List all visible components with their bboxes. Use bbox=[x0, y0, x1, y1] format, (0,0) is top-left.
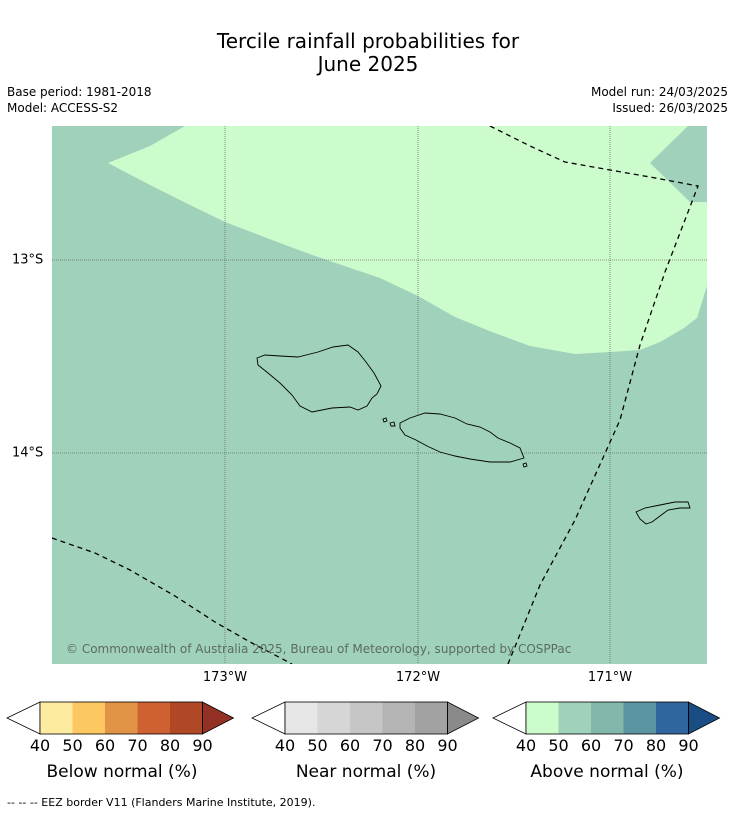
colorbar-below-tick-label: 90 bbox=[192, 736, 213, 755]
colorbar-below-extend-high bbox=[202, 701, 235, 735]
colorbar-near-segment bbox=[317, 702, 350, 734]
islet-3 bbox=[522, 462, 528, 468]
region-above-40-50 bbox=[108, 126, 707, 354]
colorbar-above-segment bbox=[591, 702, 624, 734]
colorbar-above-tick-label: 60 bbox=[580, 736, 602, 755]
colorbar-above-outline bbox=[525, 701, 689, 735]
coastlines bbox=[256, 344, 691, 525]
colorbar-above-tick-label: 70 bbox=[613, 736, 634, 755]
map-panel: © Commonwealth of Australia 2025, Bureau… bbox=[52, 126, 707, 664]
colorbar-near-tick-label: 90 bbox=[437, 736, 458, 755]
colorbar-below-outline bbox=[39, 701, 203, 735]
chart-title: Tercile rainfall probabilities for June … bbox=[0, 30, 736, 76]
upolu-island bbox=[399, 412, 525, 463]
colorbar-near bbox=[251, 701, 480, 735]
colorbar-above-segment bbox=[558, 702, 591, 734]
eez-border bbox=[52, 126, 699, 664]
colorbar-near-segment bbox=[415, 702, 448, 734]
colorbar-below bbox=[6, 701, 235, 735]
colorbar-near-extend-high bbox=[447, 701, 480, 735]
colorbar-above-extend-low bbox=[492, 701, 527, 735]
colorbar-above-segment bbox=[623, 702, 656, 734]
colorbar-below-segment bbox=[72, 702, 105, 734]
colorbar-above-segment bbox=[656, 702, 689, 734]
legend-title-below: Below normal (%) bbox=[46, 762, 198, 782]
islet-2 bbox=[389, 421, 396, 427]
metadata-right: Model run: 24/03/2025 Issued: 26/03/2025 bbox=[591, 84, 728, 116]
colorbar-near-tick-label: 40 bbox=[274, 736, 296, 755]
lon-label-173w: 173°W bbox=[202, 670, 248, 685]
colorbar-below-segment bbox=[40, 702, 73, 734]
tutuila-island bbox=[635, 501, 691, 525]
lat-label-13s: 13°S bbox=[12, 252, 44, 268]
islet-1 bbox=[382, 417, 388, 423]
colorbar-below-segment bbox=[170, 702, 203, 734]
eez-footnote: -- -- -- EEZ border V11 (Flanders Marine… bbox=[7, 796, 316, 809]
lon-label-172w: 172°W bbox=[395, 670, 441, 685]
colorbar-below-segment bbox=[105, 702, 138, 734]
metadata-left: Base period: 1981-2018 Model: ACCESS-S2 bbox=[7, 84, 152, 116]
title-line-1: Tercile rainfall probabilities for bbox=[216, 29, 520, 53]
colorbar-above-tick-label: 50 bbox=[548, 736, 569, 755]
colorbar-below-tick-label: 80 bbox=[159, 736, 181, 755]
colorbar-above bbox=[492, 701, 721, 735]
copyright-text: © Commonwealth of Australia 2025, Bureau… bbox=[66, 642, 571, 656]
colorbar-below-extend-low bbox=[6, 701, 41, 735]
colorbar-below-segment bbox=[137, 702, 170, 734]
colorbar-near-outline bbox=[284, 701, 448, 735]
colorbar-above-segment bbox=[526, 702, 559, 734]
colorbar-near-segment bbox=[382, 702, 415, 734]
colorbar-near-tick-label: 60 bbox=[339, 736, 361, 755]
colorbar-near-tick-label: 50 bbox=[307, 736, 328, 755]
issued-date: Issued: 26/03/2025 bbox=[612, 101, 728, 115]
base-period: Base period: 1981-2018 bbox=[7, 85, 152, 99]
colorbar-near-segment bbox=[285, 702, 318, 734]
model-run: Model run: 24/03/2025 bbox=[590, 85, 728, 99]
colorbar-near-tick-label: 70 bbox=[372, 736, 393, 755]
colorbar-below-tick-label: 50 bbox=[62, 736, 83, 755]
title-line-2: June 2025 bbox=[317, 52, 419, 76]
graticule bbox=[52, 126, 707, 664]
legend-title-near: Near normal (%) bbox=[295, 762, 437, 782]
colorbar-near-segment bbox=[350, 702, 383, 734]
colorbar-near-extend-low bbox=[251, 701, 286, 735]
model-name: Model: ACCESS-S2 bbox=[7, 101, 119, 115]
lon-label-171w: 171°W bbox=[587, 670, 633, 685]
colorbar-above-tick-label: 40 bbox=[515, 736, 537, 755]
colorbar-above-tick-label: 90 bbox=[678, 736, 699, 755]
colorbar-above-tick-label: 80 bbox=[645, 736, 667, 755]
lat-label-14s: 14°S bbox=[12, 445, 44, 461]
colorbar-above-extend-high bbox=[688, 701, 721, 735]
colorbar-below-tick-label: 60 bbox=[94, 736, 116, 755]
colorbar-below-tick-label: 40 bbox=[29, 736, 51, 755]
colorbar-near-tick-label: 80 bbox=[404, 736, 426, 755]
savaii-island bbox=[256, 344, 382, 413]
colorbar-below-tick-label: 70 bbox=[127, 736, 148, 755]
legend-title-above: Above normal (%) bbox=[530, 762, 684, 782]
